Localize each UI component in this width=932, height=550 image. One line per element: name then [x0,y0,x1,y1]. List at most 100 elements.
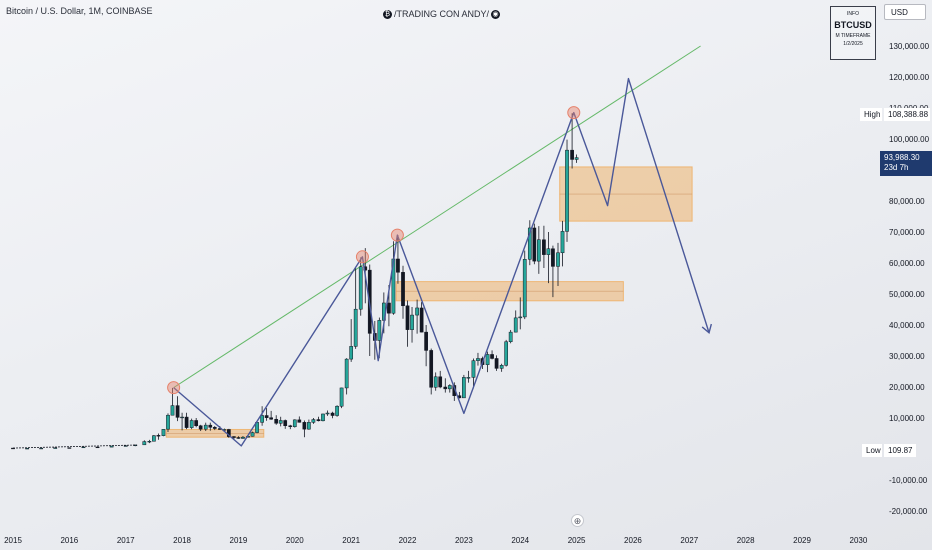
info-box-date: 1/2/2025 [843,41,863,47]
candle-bullish [307,422,311,430]
candle-bullish [433,376,438,388]
candle-bearish [198,425,203,430]
early-history-line [12,444,138,449]
candle-bullish [574,157,579,160]
candle-bullish [311,419,316,423]
x-tick-label: 2025 [568,536,586,545]
candle-bearish [429,350,434,388]
candle-bullish [485,354,490,365]
candle-bearish [494,358,499,369]
candle-bullish [161,429,166,436]
candle-bullish [353,308,358,347]
candle-bearish [175,405,180,418]
symbol-title[interactable]: Bitcoin / U.S. Dollar, 1M, COINBASE [6,6,153,16]
candle-bullish [560,231,565,254]
high-label: High [860,108,882,121]
currency-button[interactable]: USD [884,4,926,20]
info-box-symbol: BTCUSD [834,20,872,30]
pivot-circle [567,106,581,120]
candle-bearish [297,419,302,423]
target-icon[interactable]: ⊕ [571,514,584,527]
candle-bullish [39,447,44,450]
candle-bearish [194,420,199,427]
y-tick-label: 50,000.00 [889,290,925,299]
candle-bearish [570,149,574,160]
projection-arrowhead [701,323,713,334]
candle-bullish [556,252,560,267]
y-tick-label: -20,000.00 [889,507,928,516]
candle-bearish [532,227,537,262]
candle-bearish [490,354,494,359]
info-box-timeframe: M TIMEFRAME [835,33,871,39]
low-value: 109.87 [884,444,916,457]
candle-bullish [170,405,175,416]
info-box-title: INFO [847,11,859,17]
trendline-segment [173,45,701,389]
candle-bearish [405,305,410,330]
info-box: INFO BTCUSD M TIMEFRAME 1/2/2025 [830,6,876,60]
y-tick-label: 10,000.00 [889,414,925,423]
candle-bullish [152,435,156,442]
candle-bearish [401,272,405,307]
support-resistance-zones [165,166,693,438]
candle-bullish [358,266,363,310]
candle-bullish [123,445,128,447]
pivot-circle [390,228,404,242]
candle-bullish [415,307,419,316]
y-tick-label: 130,000.00 [889,42,930,51]
y-tick-label: 80,000.00 [889,197,925,206]
x-tick-label: 2021 [342,536,360,545]
candle-bearish [67,447,72,449]
candle-bearish [264,415,269,418]
pivot-markers [167,106,581,395]
candle-bullish [278,420,283,424]
candle-bearish [419,307,424,333]
y-tick-label: 120,000.00 [889,73,930,82]
candle-bullish [471,360,476,378]
candle-bullish [321,413,325,422]
candle-bearish [212,427,217,429]
candle-bullish [260,415,264,423]
y-tick-label: 40,000.00 [889,321,925,330]
x-tick-label: 2017 [117,536,135,545]
last-price-value: 93,988.30 [884,153,920,162]
candle-bullish [508,331,513,342]
candle-bearish [283,420,288,427]
candle-bearish [208,424,213,428]
candle-bullish [53,447,58,449]
candle-bullish [344,358,349,389]
candle-bullish [476,358,480,361]
projection-path [173,77,713,447]
y-tick-label: 100,000.00 [889,135,930,144]
candle-bullish [466,377,471,379]
candle-bearish [269,417,273,420]
x-tick-label: 2026 [624,536,642,545]
candle-bearish [330,412,335,416]
x-axis: 2015 2016 2017 2018 2019 2020 2021 2022 2023 2024… [4,536,868,545]
watermark: ₿ /TRADING CON ANDY/ ◉ [383,9,501,19]
candle-bearish [424,331,428,351]
x-tick-label: 2030 [850,536,868,545]
x-tick-label: 2029 [793,536,811,545]
candle-bullish [166,414,170,430]
candle-bullish [142,441,147,446]
candle-bullish [499,365,504,369]
candle-bearish [274,418,279,424]
candle-bullish [462,377,466,399]
trendline [173,45,701,389]
candle-bearish [551,248,555,267]
x-tick-label: 2022 [399,536,417,545]
candle-bearish [232,436,236,438]
candle-bullish [377,320,382,341]
low-label: Low [862,444,882,457]
candle-bullish [513,317,518,333]
candle-bearish [236,437,241,439]
candle-bearish [387,302,391,314]
y-tick-label: 30,000.00 [889,352,925,361]
pivot-circle [355,250,369,264]
candle-bullish [292,419,297,427]
candle-bullish [203,424,208,430]
candle-bullish [349,346,354,360]
x-tick-label: 2018 [173,536,191,545]
